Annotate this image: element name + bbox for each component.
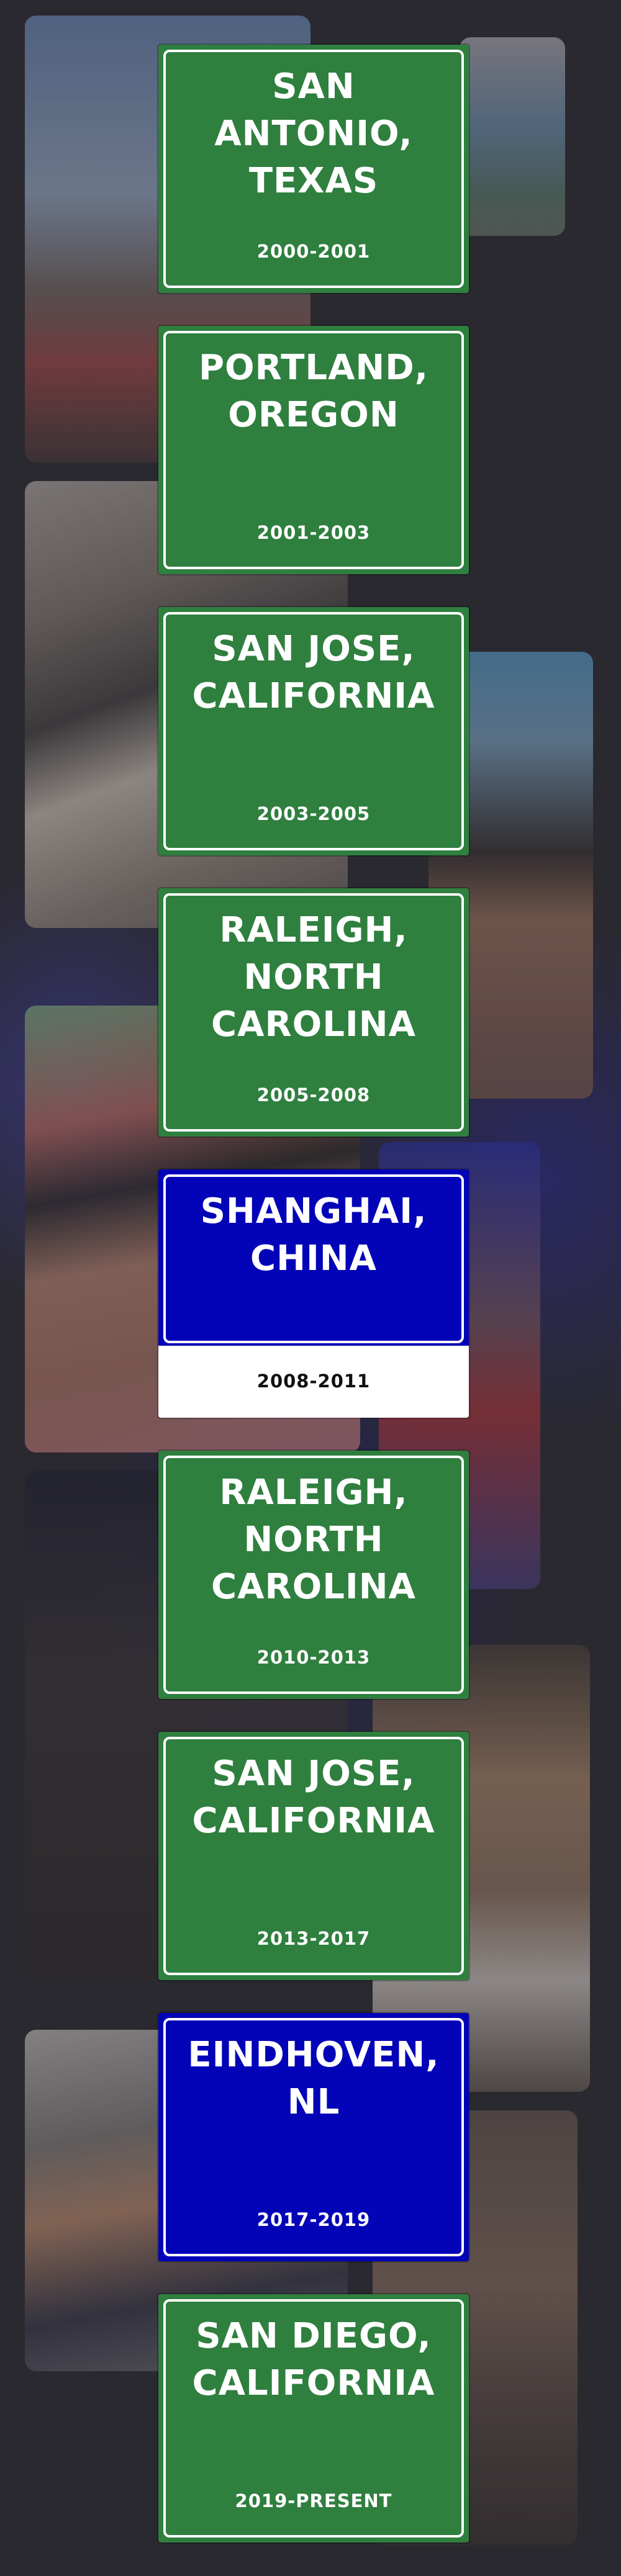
location-timeline: SAN ANTONIO, TEXAS 2000-2001 PORTLAND, O…: [158, 45, 469, 2575]
sign-border: [163, 2299, 464, 2538]
sign-city: SAN DIEGO, CALIFORNIA: [192, 2316, 435, 2403]
sign-shanghai: SHANGHAI, CHINA 2008-2011: [158, 1169, 469, 1418]
sign-raleigh-2: RALEIGH, NORTH CAROLINA 2010-2013: [158, 1451, 469, 1699]
sign-city: SAN JOSE, CALIFORNIA: [192, 629, 435, 716]
background-photo-stadium: [460, 37, 565, 236]
sign-city: SAN ANTONIO, TEXAS: [214, 66, 413, 201]
sign-years: 2001-2003: [256, 522, 371, 543]
sign-border: [163, 1174, 464, 1343]
sign-border: [163, 50, 464, 288]
sign-city: SAN JOSE, CALIFORNIA: [192, 1754, 435, 1841]
sign-city: SHANGHAI, CHINA: [200, 1191, 427, 1279]
sign-years: 2013-2017: [256, 1928, 371, 1949]
sign-border: [163, 893, 464, 1132]
sign-raleigh-1: RALEIGH, NORTH CAROLINA 2005-2008: [158, 888, 469, 1137]
sign-years: 2008-2011: [256, 1371, 371, 1392]
sign-san-diego: SAN DIEGO, CALIFORNIA 2019-PRESENT: [158, 2294, 469, 2542]
sign-san-jose-1: SAN JOSE, CALIFORNIA 2003-2005: [158, 607, 469, 855]
sign-city: RALEIGH, NORTH CAROLINA: [211, 1472, 416, 1607]
sign-border: [163, 2018, 464, 2256]
sign-city: EINDHOVEN, NL: [188, 2035, 440, 2122]
sign-border: [163, 1456, 464, 1694]
sign-border: [163, 331, 464, 569]
sign-years: 2019-PRESENT: [235, 2490, 392, 2511]
sign-years: 2005-2008: [256, 1084, 371, 1106]
sign-border: [163, 612, 464, 850]
sign-years: 2003-2005: [256, 803, 371, 824]
sign-years: 2010-2013: [256, 1647, 371, 1668]
sign-border: [163, 1737, 464, 1975]
sign-city: PORTLAND, OREGON: [198, 348, 429, 435]
sign-city: RALEIGH, NORTH CAROLINA: [211, 910, 416, 1045]
sign-white-band: [158, 1346, 469, 1418]
sign-years: 2017-2019: [256, 2209, 371, 2230]
sign-san-jose-2: SAN JOSE, CALIFORNIA 2013-2017: [158, 1732, 469, 1980]
sign-portland: PORTLAND, OREGON 2001-2003: [158, 326, 469, 574]
sign-san-antonio: SAN ANTONIO, TEXAS 2000-2001: [158, 45, 469, 293]
sign-years: 2000-2001: [256, 241, 371, 262]
sign-eindhoven: EINDHOVEN, NL 2017-2019: [158, 2013, 469, 2261]
